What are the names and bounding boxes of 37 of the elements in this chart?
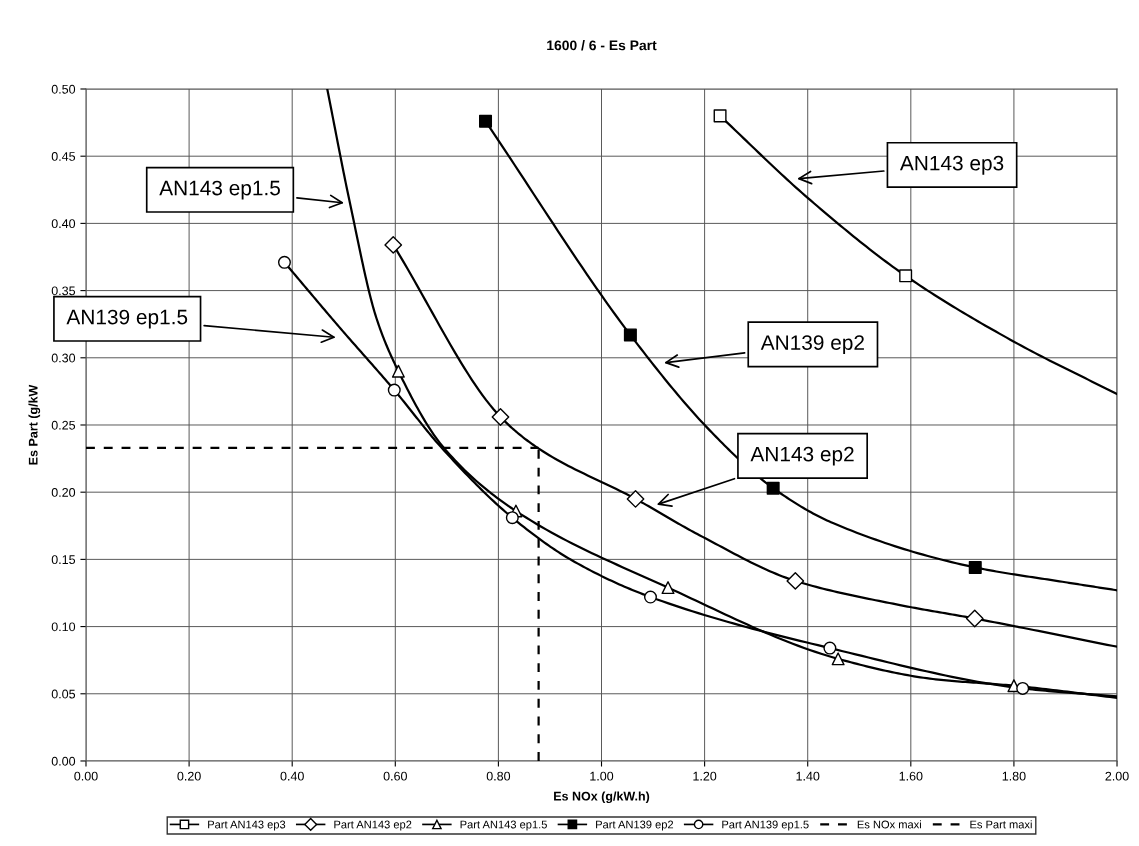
legend-label: Es Part maxi [970, 820, 1032, 829]
x-tick-label: 2.00 [1105, 771, 1129, 781]
annotation: AN139 ep1.5 [66, 309, 188, 329]
annotation: AN143 ep3 [899, 155, 1004, 175]
y-axis-title: Es Part (g/kW [28, 384, 41, 465]
x-tick-label: 0.60 [383, 771, 407, 781]
x-tick-label: 1.20 [693, 771, 717, 781]
legend-label: Part AN143 ep1.5 [460, 820, 547, 831]
y-tick-label: 0.00 [51, 756, 76, 766]
x-tick-label: 0.00 [74, 771, 98, 781]
y-tick-label: 0.20 [51, 487, 76, 497]
annotation: AN139 ep2 [760, 335, 864, 355]
legend-label: Part AN143 ep2 [334, 820, 412, 831]
x-tick-label: 1.80 [1002, 771, 1026, 781]
annotation: AN143 ep2 [750, 446, 854, 466]
y-tick-label: 0.05 [51, 689, 76, 699]
y-tick-label: 0.10 [51, 622, 76, 632]
x-tick-label: 1.00 [590, 771, 614, 781]
legend-label: Part AN139 ep1.5 [722, 820, 809, 831]
legend-label: Part AN139 ep2 [596, 820, 674, 831]
y-tick-label: 0.50 [51, 84, 76, 94]
y-tick-label: 0.30 [51, 353, 76, 363]
x-tick-label: 0.20 [177, 771, 201, 781]
chart-title: 1600 / 6 - Es Part [547, 40, 657, 51]
y-tick-label: 0.40 [51, 219, 76, 229]
legend-label: Part AN143 ep3 [208, 820, 286, 831]
y-tick-label: 0.35 [51, 286, 76, 296]
x-tick-label: 1.40 [796, 771, 820, 781]
y-tick-label: 0.45 [51, 152, 76, 161]
x-tick-label: 1.60 [899, 771, 923, 781]
x-tick-label: 0.80 [486, 771, 511, 781]
annotation: AN143 ep1.5 [159, 180, 280, 200]
x-axis-title: Es NOx (g/kW.h) [554, 791, 650, 804]
y-tick-label: 0.25 [51, 420, 76, 430]
y-tick-label: 0.15 [51, 555, 76, 565]
legend-label: Es NOx maxi [857, 820, 921, 829]
x-tick-label: 0.40 [280, 771, 304, 781]
